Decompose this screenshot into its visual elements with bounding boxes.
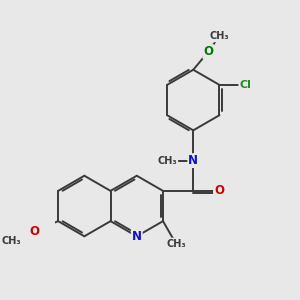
Text: O: O [203, 45, 213, 58]
Text: O: O [29, 225, 40, 238]
Text: N: N [188, 154, 198, 167]
Text: CH₃: CH₃ [209, 32, 229, 41]
Text: CH₃: CH₃ [1, 236, 21, 246]
Text: CH₃: CH₃ [158, 156, 177, 166]
Text: Cl: Cl [239, 80, 251, 90]
Text: CH₃: CH₃ [166, 238, 186, 248]
Text: N: N [132, 230, 142, 243]
Text: O: O [214, 184, 224, 197]
